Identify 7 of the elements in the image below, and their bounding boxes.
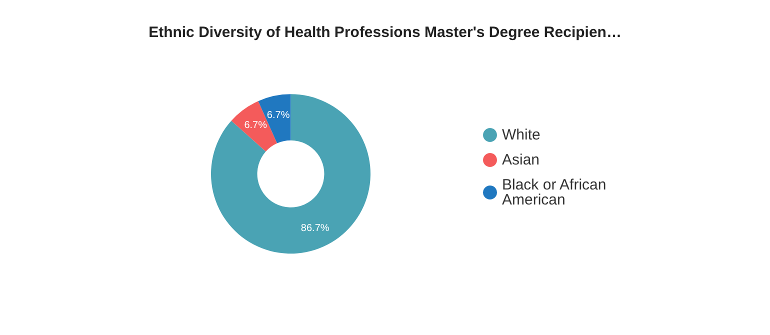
data-label: 6.7% (266, 110, 290, 122)
legend-label: White (502, 126, 540, 144)
chart-title: Ethnic Diversity of Health Professions Master's Degree Recipien… (148, 24, 622, 41)
data-label: 86.7% (300, 222, 330, 234)
legend-label: Asian (502, 152, 540, 168)
data-label: 6.7% (244, 120, 268, 132)
legend-label: Black or African American (502, 176, 610, 208)
